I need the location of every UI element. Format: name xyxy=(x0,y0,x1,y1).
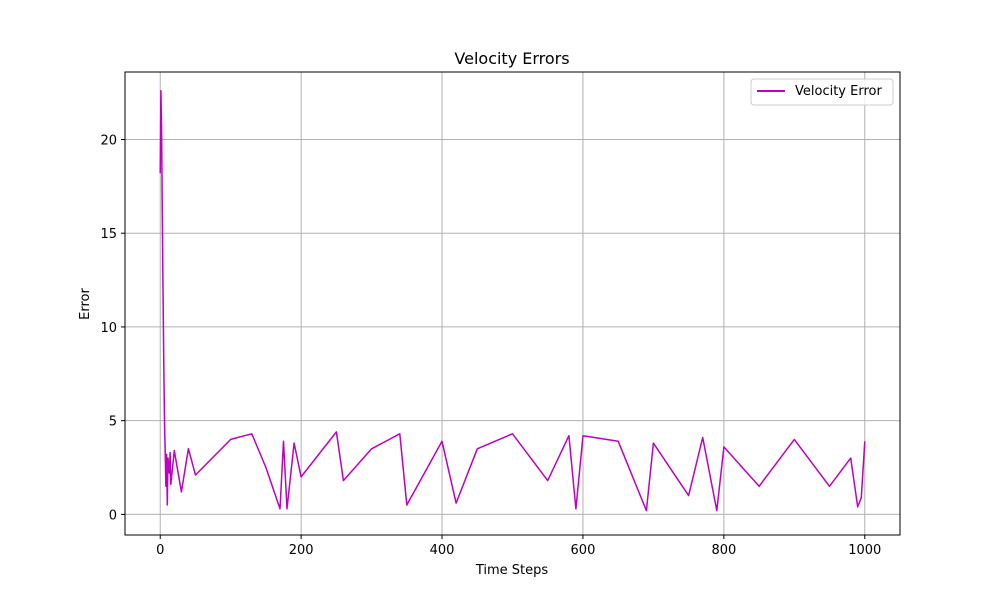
velocity-error-series-line xyxy=(159,89,866,512)
chart-title: Velocity Errors xyxy=(454,49,569,68)
y-tick-label: 10 xyxy=(100,321,117,336)
y-axis-label: Error xyxy=(78,288,93,320)
legend-label: Velocity Error xyxy=(795,84,882,99)
x-tick-label: 0 xyxy=(156,543,164,558)
legend-box xyxy=(750,78,894,106)
y-tick-label: 15 xyxy=(100,227,117,242)
y-tick-label: 0 xyxy=(109,508,117,523)
x-axis-label: Time Steps xyxy=(475,563,549,578)
grid-lines xyxy=(125,72,900,535)
x-tick-label: 400 xyxy=(430,543,455,558)
plot-area xyxy=(159,89,866,512)
plot-frame xyxy=(124,71,901,536)
x-tick-label: 600 xyxy=(571,543,596,558)
x-tick-label: 1000 xyxy=(848,543,881,558)
y-tick-label: 20 xyxy=(100,133,117,148)
y-tick-label: 5 xyxy=(109,415,117,430)
x-tick-label: 200 xyxy=(289,543,314,558)
legend: Velocity Error xyxy=(750,78,894,106)
x-tick-label: 800 xyxy=(711,543,736,558)
axis-ticks: 0 200 400 600 800 1000 0 5 10 15 20 xyxy=(100,133,881,558)
